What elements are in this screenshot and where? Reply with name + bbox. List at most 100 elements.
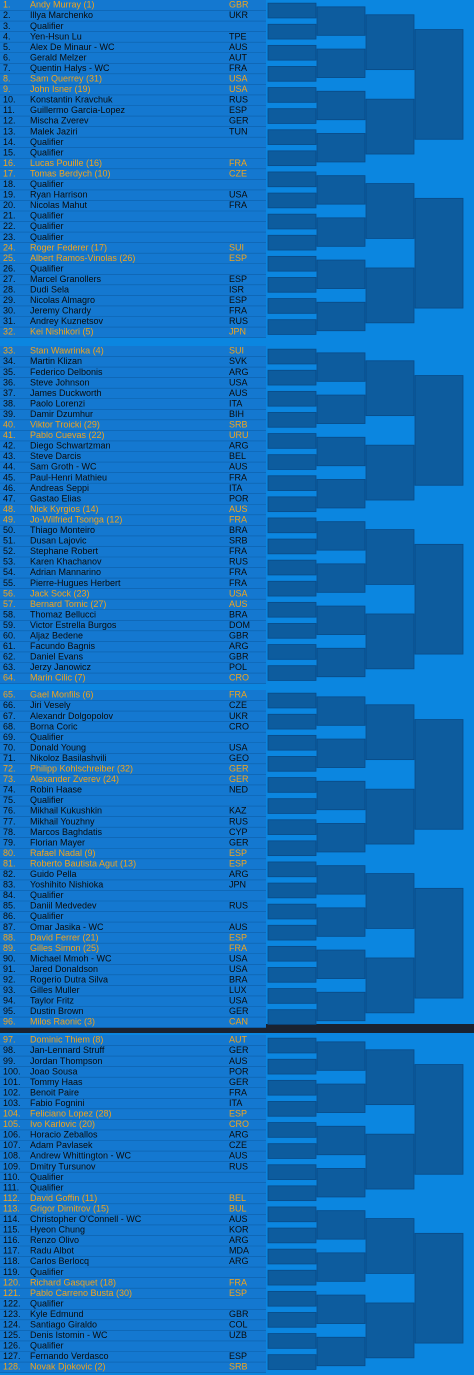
country: RUS [229,316,248,326]
country: GBR [229,652,249,662]
bracket-slot [316,738,366,768]
seed-number: 34. [3,356,16,366]
seed-number: 29. [3,295,16,305]
player-name: Aljaz Bedene [30,631,83,641]
player-name: Christopher O'Connell - WC [30,1214,142,1224]
bracket-slot [267,129,317,145]
overlay-strip [0,1024,474,1033]
seed-number: 119. [3,1267,20,1277]
bracket-slot [267,1037,317,1054]
seed-number: 105. [3,1119,21,1129]
player-name: Robin Haase [30,785,82,795]
bracket-slot [267,1185,317,1202]
player-name: Thomaz Bellucci [30,609,96,619]
bracket-slot [316,1294,366,1324]
country: JPN [229,327,246,337]
player-name: Steve Johnson [30,377,90,387]
bracket-slot [267,988,317,1004]
seed-number: 86. [3,911,16,921]
seed-number: 9. [3,84,11,94]
seed-number: 2. [3,10,11,20]
bracket-slot [267,1164,317,1180]
country: FRA [229,63,247,73]
country: FRA [229,158,247,168]
bracket-slot [267,734,317,751]
bracket-slot [316,6,366,36]
bracket-slot [365,98,415,155]
seed-number: 102. [3,1087,21,1097]
bracket-slot [316,1252,366,1282]
player-name: Mischa Zverev [30,116,89,126]
country: BUL [229,1203,247,1213]
bracket-slot [267,1227,317,1244]
country: SRB [229,420,248,430]
bracket-slot [365,529,415,585]
player-name: Nicolas Mahut [30,200,88,210]
seed-number: 55. [3,578,16,588]
seed-number: 81. [3,858,16,868]
country: ARG [229,1235,249,1245]
seed-number: 103. [3,1098,21,1108]
bracket-slot [316,175,366,205]
bracket-slot [414,197,464,309]
player-name: Andy Murray (1) [30,0,95,10]
bracket-slot [267,1009,317,1025]
seed-number: 54. [3,567,16,577]
country: FRA [229,514,247,524]
player-name: Nick Kyrgios (14) [30,504,99,514]
bracket-slot [267,840,317,857]
bracket-slot [316,1125,366,1156]
bracket-slot [267,475,317,491]
country: POL [229,662,247,672]
seed-number: 7. [3,63,11,73]
player-name: Marcel Granollers [30,274,102,284]
player-name: Denis Istomin - WC [30,1330,108,1340]
seed-number: 59. [3,620,16,630]
bracket-slot [316,259,366,289]
player-name: Sam Groth - WC [30,462,97,472]
bracket-slot [316,90,366,121]
player-name: Borna Coric [30,721,78,731]
bracket-slot [267,255,317,272]
seed-number: 25. [3,253,16,263]
seed-number: 46. [3,483,16,493]
seed-number: 87. [3,922,16,932]
seed-number: 106. [3,1130,21,1140]
player-name: Malek Jaziri [30,126,78,136]
bracket-slot [267,171,317,188]
seed-number: 22. [3,221,16,231]
player-name: Alexandr Dolgopolov [30,711,114,721]
player-name: Fernando Verdasco [30,1351,109,1361]
seed-number: 65. [3,690,16,700]
bracket-slot [267,234,317,251]
player-name: Quentin Halys - WC [30,63,110,73]
seed-number: 73. [3,774,16,784]
country: UZB [229,1330,247,1340]
bracket-slot [267,277,317,293]
seed-number: 107. [3,1140,21,1150]
player-name: Sam Querrey (31) [30,74,102,84]
country: ESP [229,1351,247,1361]
player-name: Roberto Bautista Agut (13) [30,858,136,868]
seed-number: 41. [3,430,16,440]
player-name: Joao Sousa [30,1066,78,1076]
player-name: Qualifier [30,221,64,231]
player-name: Dmitry Tursunov [30,1161,96,1171]
country: ITA [229,398,242,408]
seed-number: 36. [3,377,16,387]
country: GER [229,837,249,847]
seed-number: 6. [3,52,11,62]
seed-number: 104. [3,1109,21,1119]
country: LUX [229,985,247,995]
seed-number: 39. [3,409,16,419]
country: COL [229,1320,248,1330]
seed-number: 31. [3,316,16,326]
country: AUS [229,504,248,514]
player-name: Philipp Kohlschreiber (32) [30,764,133,774]
country: USA [229,84,248,94]
bracket-slot [365,704,415,761]
player-name: Jack Sock (23) [30,588,90,598]
seed-number: 19. [3,190,16,200]
country: BRA [229,609,248,619]
